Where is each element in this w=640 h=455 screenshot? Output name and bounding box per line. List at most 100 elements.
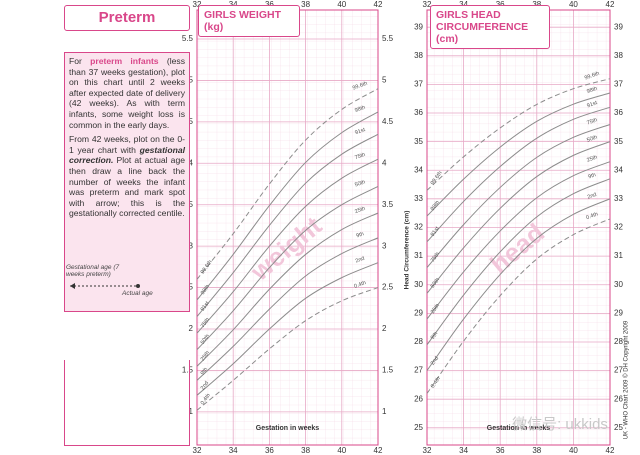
series-label: 75th <box>586 117 598 126</box>
x-tick-label: 40 <box>337 0 346 9</box>
series-label: 9th <box>588 172 597 180</box>
diagram-label: Gestational age (7 weeks preterm) <box>66 264 120 278</box>
centile-line <box>196 111 379 301</box>
y-tick-label: 28 <box>614 337 623 346</box>
series-label: 98th <box>200 284 211 296</box>
series-label: 75th <box>200 317 211 329</box>
copyright: UK - WHO Chart 2009 © DH Copyright 2009 <box>623 320 630 439</box>
centile-line <box>196 158 379 334</box>
x-axis-label: Gestation in weeks <box>256 425 320 432</box>
x-tick-label: 34 <box>459 0 468 9</box>
chart-title: GIRLS HEAD CIRCUMFERENCE (cm) <box>430 5 550 49</box>
x-tick-label: 40 <box>337 446 346 455</box>
series-label: 50th <box>354 179 366 188</box>
diagram: Gestational age (7 weeks preterm) Actual… <box>66 264 178 300</box>
series-label: 0.4th <box>353 280 367 290</box>
series-label: 50th <box>586 134 598 143</box>
series-label: 75th <box>430 251 441 263</box>
y-tick-label: 3.5 <box>382 200 394 209</box>
y-tick-label: 2.5 <box>382 283 394 292</box>
x-tick-label: 40 <box>569 446 578 455</box>
series-label: 99.6th <box>352 81 368 92</box>
series-label: 91st <box>200 300 211 312</box>
y-tick-label: 39 <box>414 22 423 31</box>
x-tick-label: 38 <box>532 0 541 9</box>
x-tick-label: 34 <box>459 446 468 455</box>
y-tick-label: 35 <box>414 137 423 146</box>
y-axis-label: Head Circumference (cm) <box>404 211 411 290</box>
centile-line <box>196 237 379 381</box>
series-label: 9th <box>200 367 209 377</box>
y-tick-label: 25 <box>614 423 623 432</box>
series-label: 75th <box>354 152 366 161</box>
series-label: 98th <box>430 200 441 212</box>
paragraph: For preterm infants (less than 37 weeks … <box>69 56 185 130</box>
series-label: 9th <box>430 331 439 341</box>
paragraph: From 42 weeks, plot on the 0-1 year char… <box>69 134 185 219</box>
series-label: 91st <box>354 127 366 136</box>
y-tick-label: 2 <box>189 324 194 333</box>
x-tick-label: 32 <box>193 0 202 9</box>
series-label: 98th <box>586 86 598 95</box>
y-tick-label: 31 <box>414 251 423 260</box>
x-tick-label: 32 <box>423 0 432 9</box>
x-tick-label: 34 <box>229 446 238 455</box>
series-label: 2nd <box>200 380 210 391</box>
x-tick-label: 42 <box>606 446 615 455</box>
y-tick-label: 27 <box>614 366 623 375</box>
series-label: 9th <box>356 231 365 239</box>
y-tick-label: 36 <box>614 108 623 117</box>
x-axis-label: Gestation in weeks <box>487 425 551 432</box>
series-label: 2nd <box>587 192 598 201</box>
y-tick-label: 4.5 <box>382 117 394 126</box>
x-tick-label: 38 <box>532 446 541 455</box>
x-tick-label: 32 <box>423 446 432 455</box>
sidebar-title: Preterm <box>64 5 190 31</box>
series-label: 99.6th <box>584 71 600 82</box>
series-label: 0.4th <box>430 376 442 389</box>
y-tick-label: 27 <box>414 366 423 375</box>
y-tick-label: 1 <box>382 407 387 416</box>
y-tick-label: 1 <box>189 407 194 416</box>
y-tick-label: 36 <box>414 108 423 117</box>
y-tick-label: 26 <box>414 394 423 403</box>
watermark: 微信号: ukkids <box>512 416 608 433</box>
centile-line <box>426 106 611 243</box>
text: preterm infants <box>90 56 159 66</box>
y-tick-label: 1.5 <box>382 366 394 375</box>
y-tick-label: 33 <box>414 194 423 203</box>
y-tick-label: 37 <box>414 80 423 89</box>
series-label: 91st <box>586 100 598 109</box>
x-tick-label: 40 <box>569 0 578 9</box>
centile-line <box>196 287 379 411</box>
y-tick-label: 37 <box>614 80 623 89</box>
y-tick-label: 29 <box>614 308 623 317</box>
chart-title: GIRLS WEIGHT (kg) <box>198 5 300 37</box>
y-tick-label: 32 <box>614 223 623 232</box>
y-tick-label: 35 <box>614 137 623 146</box>
y-tick-label: 3 <box>189 241 194 250</box>
x-tick-label: 32 <box>193 446 202 455</box>
centile-line <box>196 262 379 396</box>
x-tick-label: 38 <box>301 446 310 455</box>
diagram-label: Actual age <box>122 290 153 297</box>
x-tick-label: 38 <box>301 0 310 9</box>
text: gestational correction. <box>69 144 185 166</box>
diagram-arrow <box>70 283 140 289</box>
x-tick-label: 42 <box>606 0 615 9</box>
series-label: 25th <box>430 303 441 315</box>
series-label: 50th <box>430 277 441 289</box>
series-label: 2nd <box>355 256 366 265</box>
centile-line <box>426 198 611 371</box>
y-tick-label: 25 <box>414 423 423 432</box>
series-label: 25th <box>586 154 598 163</box>
y-tick-label: 5 <box>382 76 387 85</box>
y-tick-label: 3 <box>382 241 387 250</box>
y-tick-label: 34 <box>414 165 423 174</box>
x-tick-label: 36 <box>496 0 505 9</box>
y-tick-label: 1.5 <box>182 366 194 375</box>
series-label: 25th <box>200 350 211 362</box>
y-tick-label: 28 <box>414 337 423 346</box>
y-tick-label: 38 <box>414 51 423 60</box>
